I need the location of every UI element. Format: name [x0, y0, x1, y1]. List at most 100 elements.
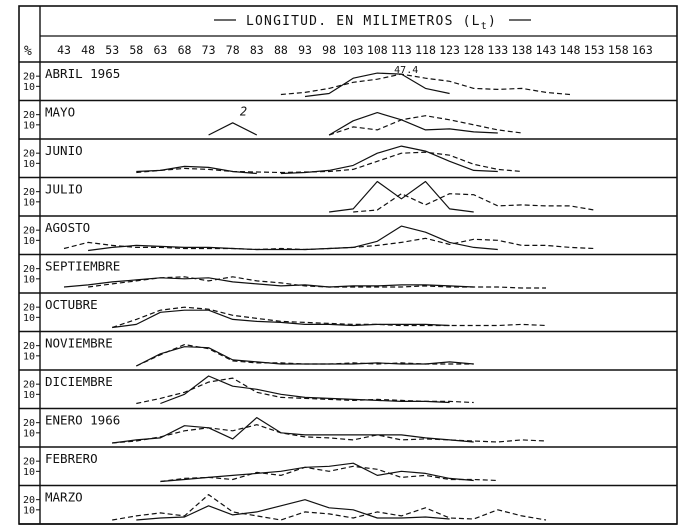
x-tick-label: 93: [298, 43, 312, 57]
month-label: MARZO: [45, 490, 83, 505]
series-dashed-line: [280, 73, 571, 96]
month-label: NOVIEMBRE: [45, 336, 113, 351]
y-tick-label: 20: [23, 149, 35, 160]
month-label: MAYO: [45, 105, 75, 120]
y-tick-label: 10: [23, 236, 35, 247]
x-tick-label: 43: [57, 43, 71, 57]
series-solid-line: [112, 309, 450, 329]
x-tick-label: 158: [608, 43, 629, 57]
annotation-label: 2: [240, 105, 247, 119]
x-axis-ticks: 43 48 53 58 63 68 73 78 83 88 93 98 103 108 113 118 123 1…: [57, 43, 653, 57]
x-tick-label: 118: [415, 43, 436, 57]
series-dashed-line: [112, 424, 547, 444]
y-tick-label: 20: [23, 380, 35, 391]
x-tick-label: 63: [153, 43, 167, 57]
x-tick-label: 98: [322, 43, 336, 57]
month-label: JULIO: [45, 182, 83, 197]
x-tick-label: 73: [202, 43, 216, 57]
series-solid-line: [88, 225, 498, 252]
month-label: JUNIO: [45, 143, 83, 158]
series-solid-line: [160, 462, 474, 483]
chart-title-text: LONGITUD. EN MILIMETROS (Lt): [246, 14, 497, 32]
y-tick-label: 20: [23, 418, 35, 429]
x-tick-label: 83: [250, 43, 264, 57]
y-tick-label: 10: [23, 467, 35, 478]
month-label: SEPTIEMBRE: [45, 259, 120, 274]
y-tick-label: 10: [23, 197, 35, 208]
y-tick-label: 10: [23, 159, 35, 170]
x-tick-label: 108: [367, 43, 388, 57]
series-dashed-line: [136, 151, 522, 174]
month-label: ENERO 1966: [45, 413, 120, 428]
series-dashed-line: [63, 237, 595, 251]
series-dashed-line: [160, 465, 498, 483]
series-dashed-line: [353, 193, 595, 213]
month-label: DICIEMBRE: [45, 374, 113, 389]
x-tick-label: 78: [226, 43, 240, 57]
y-tick-label: 20: [23, 495, 35, 506]
series-dashed-line: [136, 344, 474, 367]
y-tick-label: 20: [23, 303, 35, 314]
x-tick-label: 58: [129, 43, 143, 57]
y-tick-label: 10: [23, 351, 35, 362]
y-tick-label: 20: [23, 341, 35, 352]
y-tick-label: 20: [23, 110, 35, 121]
month-label: AGOSTO: [45, 220, 90, 235]
y-tick-label: 10: [23, 313, 35, 324]
x-tick-label: 113: [391, 43, 412, 57]
series-dashed-line: [328, 115, 522, 136]
month-label: OCTUBRE: [45, 297, 98, 312]
chart-title-main: LONGITUD. EN MILIMETROS (L: [246, 14, 481, 29]
x-tick-label: 68: [178, 43, 192, 57]
x-tick-label: 138: [512, 43, 533, 57]
x-tick-label: 88: [274, 43, 288, 57]
x-tick-label: 123: [439, 43, 460, 57]
x-tick-label: 128: [463, 43, 484, 57]
chart-title-sub: t: [481, 21, 488, 32]
x-tick-label: 133: [487, 43, 508, 57]
y-tick-label: 10: [23, 120, 35, 131]
x-tick-label: 53: [105, 43, 119, 57]
month-label: ABRIL 1965: [45, 66, 120, 81]
series-dashed-line: [88, 276, 546, 289]
x-tick-label: 143: [536, 43, 557, 57]
x-tick-label: 48: [81, 43, 95, 57]
series-solid-line: [160, 375, 450, 405]
y-axis-unit: %: [24, 44, 32, 59]
x-tick-label: 163: [632, 43, 653, 57]
x-tick-label: 153: [584, 43, 605, 57]
series-solid-line: [136, 346, 474, 367]
chart-title-close: ): [488, 14, 497, 29]
y-tick-label: 10: [23, 390, 35, 401]
series-dashed-line: [136, 377, 474, 405]
series-solid-line: [208, 122, 258, 136]
y-tick-label: 20: [23, 187, 35, 198]
series-solid-line: [136, 165, 257, 175]
y-tick-label: 10: [23, 505, 35, 516]
series-dashed-line: [112, 494, 547, 521]
y-tick-label: 10: [23, 428, 35, 439]
series-dashed-line: [112, 306, 547, 329]
y-tick-label: 10: [23, 82, 35, 93]
y-tick-label: 20: [23, 226, 35, 237]
annotation-label: 47.4: [394, 65, 418, 76]
series-solid-line: [280, 145, 498, 175]
y-tick-label: 10: [23, 274, 35, 285]
series-solid-line: [304, 72, 450, 98]
series-solid-line: [328, 111, 498, 136]
chart-title: LONGITUD. EN MILIMETROS (Lt): [214, 14, 531, 32]
y-tick-label: 20: [23, 457, 35, 468]
